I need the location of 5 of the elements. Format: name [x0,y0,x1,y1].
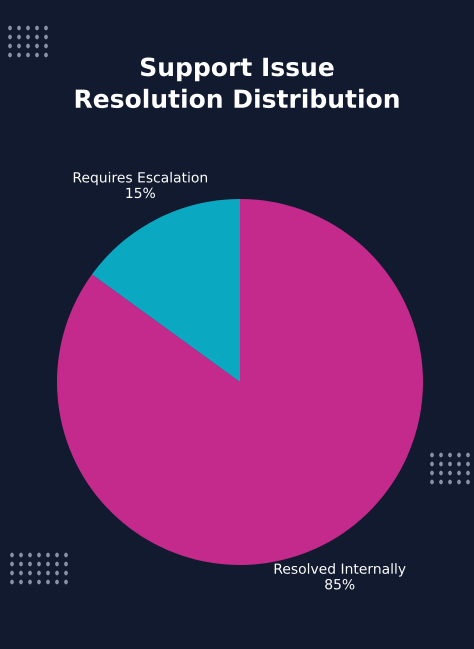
data-label: 85% [325,578,354,590]
chart-title: Support Issue Resolution Distribution [76,57,399,108]
slice-label: Resolved Internally [274,563,406,577]
data-label: 15% [126,188,155,198]
slice-label: Requires Escalation [74,172,208,186]
